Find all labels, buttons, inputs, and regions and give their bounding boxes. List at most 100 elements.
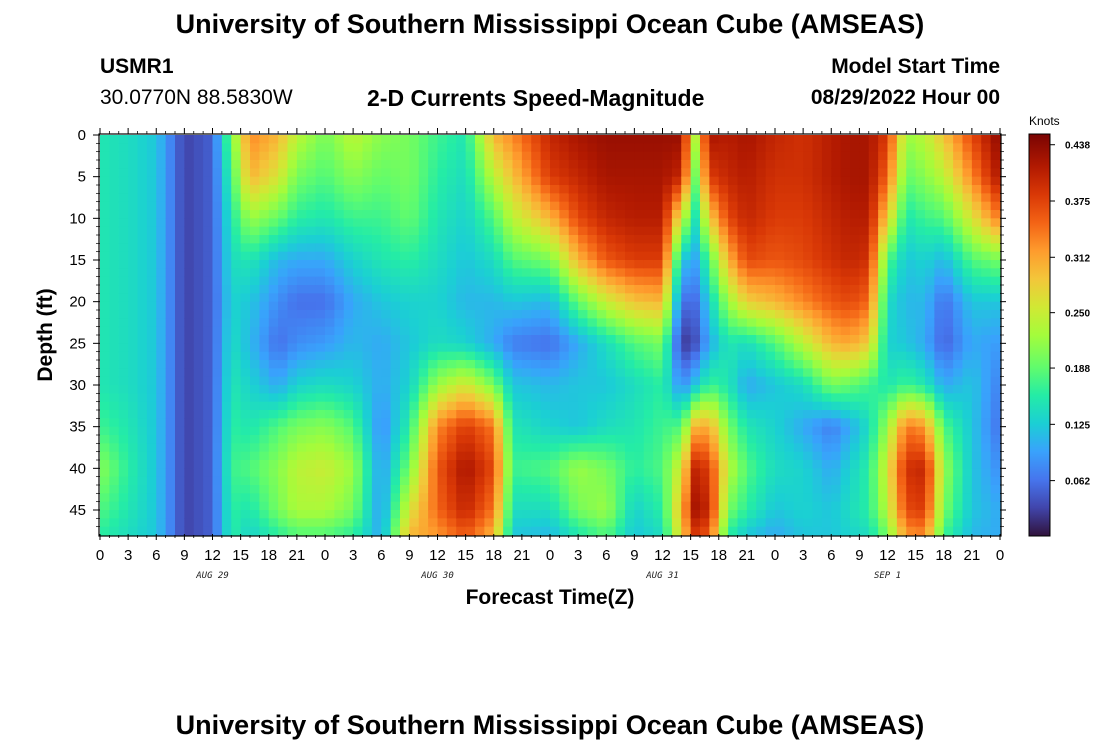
- heatmap-cell: [493, 326, 504, 336]
- heatmap-cell: [259, 451, 270, 461]
- heatmap-cell: [718, 301, 729, 311]
- heatmap-cell: [925, 485, 935, 494]
- heatmap-cell: [634, 326, 645, 336]
- heatmap-cell: [887, 143, 898, 153]
- heatmap-cell: [193, 301, 204, 311]
- heatmap-cell: [793, 151, 804, 161]
- heatmap-cell: [137, 501, 148, 511]
- heatmap-cell: [793, 335, 804, 344]
- heatmap-cell: [596, 518, 607, 528]
- heatmap-cell: [446, 385, 457, 394]
- heatmap-cell: [250, 518, 260, 528]
- heatmap-cell: [362, 326, 373, 336]
- heatmap-cell: [287, 335, 298, 344]
- heatmap-cell: [400, 443, 410, 453]
- heatmap-cell: [990, 160, 1001, 169]
- heatmap-cell: [662, 168, 673, 178]
- heatmap-cell: [128, 301, 139, 311]
- heatmap-cell: [615, 376, 626, 386]
- heatmap-cell: [615, 426, 626, 436]
- heatmap-cell: [306, 343, 317, 353]
- heatmap-cell: [643, 176, 654, 186]
- heatmap-cell: [709, 476, 720, 486]
- heatmap-cell: [671, 260, 682, 269]
- heatmap-cell: [943, 268, 954, 278]
- heatmap-cell: [962, 301, 973, 311]
- heatmap-cell: [203, 326, 214, 336]
- heatmap-cell: [550, 251, 560, 261]
- heatmap-cell: [100, 285, 110, 294]
- heatmap-cell: [250, 385, 260, 394]
- heatmap-cell: [203, 526, 214, 536]
- heatmap-cell: [137, 276, 148, 286]
- heatmap-cell: [296, 351, 307, 361]
- heatmap-cell: [250, 160, 260, 169]
- heatmap-cell: [887, 451, 898, 461]
- heatmap-cell: [334, 435, 345, 444]
- heatmap-cell: [109, 401, 120, 411]
- heatmap-cell: [503, 368, 514, 378]
- heatmap-cell: [953, 235, 964, 244]
- heatmap-cell: [681, 285, 692, 294]
- heatmap-cell: [718, 468, 729, 478]
- heatmap-cell: [203, 193, 214, 203]
- heatmap-cell: [990, 493, 1001, 503]
- heatmap-cell: [287, 351, 298, 361]
- heatmap-cell: [325, 276, 335, 286]
- heatmap-cell: [521, 251, 532, 261]
- heatmap-cell: [306, 376, 317, 386]
- heatmap-cell: [475, 468, 485, 478]
- heatmap-cell: [859, 443, 870, 453]
- heatmap-cell: [381, 301, 392, 311]
- heatmap-cell: [325, 210, 335, 219]
- heatmap-cell: [278, 226, 289, 236]
- heatmap-cell: [428, 268, 439, 278]
- heatmap-cell: [400, 360, 410, 369]
- heatmap-cell: [165, 176, 176, 186]
- heatmap-cell: [315, 301, 326, 311]
- heatmap-cell: [606, 210, 617, 219]
- heatmap-cell: [287, 393, 298, 403]
- heatmap-cell: [943, 526, 954, 536]
- heatmap-cell: [625, 451, 635, 461]
- heatmap-cell: [400, 301, 410, 311]
- heatmap-cell: [821, 251, 832, 261]
- heatmap-cell: [493, 210, 504, 219]
- heatmap-cell: [221, 143, 232, 153]
- heatmap-cell: [165, 251, 176, 261]
- heatmap-cell: [512, 193, 523, 203]
- heatmap-cell: [137, 135, 148, 144]
- heatmap-cell: [437, 151, 448, 161]
- heatmap-cell: [934, 168, 945, 178]
- heatmap-cell: [896, 360, 907, 369]
- heatmap-cell: [831, 393, 842, 403]
- heatmap-cell: [156, 201, 167, 211]
- heatmap-cell: [165, 193, 176, 203]
- heatmap-cell: [231, 376, 242, 386]
- heatmap-cell: [859, 251, 870, 261]
- heatmap-cell: [981, 410, 992, 419]
- heatmap-cell: [540, 235, 551, 244]
- heatmap-cell: [840, 185, 851, 194]
- heatmap-cell: [521, 168, 532, 178]
- heatmap-cell: [437, 393, 448, 403]
- heatmap-cell: [568, 418, 579, 428]
- heatmap-cell: [671, 468, 682, 478]
- heatmap-cell: [521, 143, 532, 153]
- heatmap-cell: [409, 435, 420, 444]
- heatmap-cell: [315, 285, 326, 294]
- heatmap-cell: [521, 326, 532, 336]
- heatmap-cell: [221, 218, 232, 228]
- colorbar-tick-label: 0.125: [1065, 420, 1090, 431]
- heatmap-cell: [878, 301, 889, 311]
- heatmap-cell: [681, 201, 692, 211]
- heatmap-cell: [709, 443, 720, 453]
- heatmap-cell: [587, 318, 598, 328]
- heatmap-cell: [550, 426, 560, 436]
- heatmap-cell: [765, 218, 776, 228]
- heatmap-cell: [878, 251, 889, 261]
- heatmap-cell: [934, 160, 945, 169]
- heatmap-cell: [428, 293, 439, 303]
- heatmap-cell: [953, 160, 964, 169]
- heatmap-cell: [850, 376, 860, 386]
